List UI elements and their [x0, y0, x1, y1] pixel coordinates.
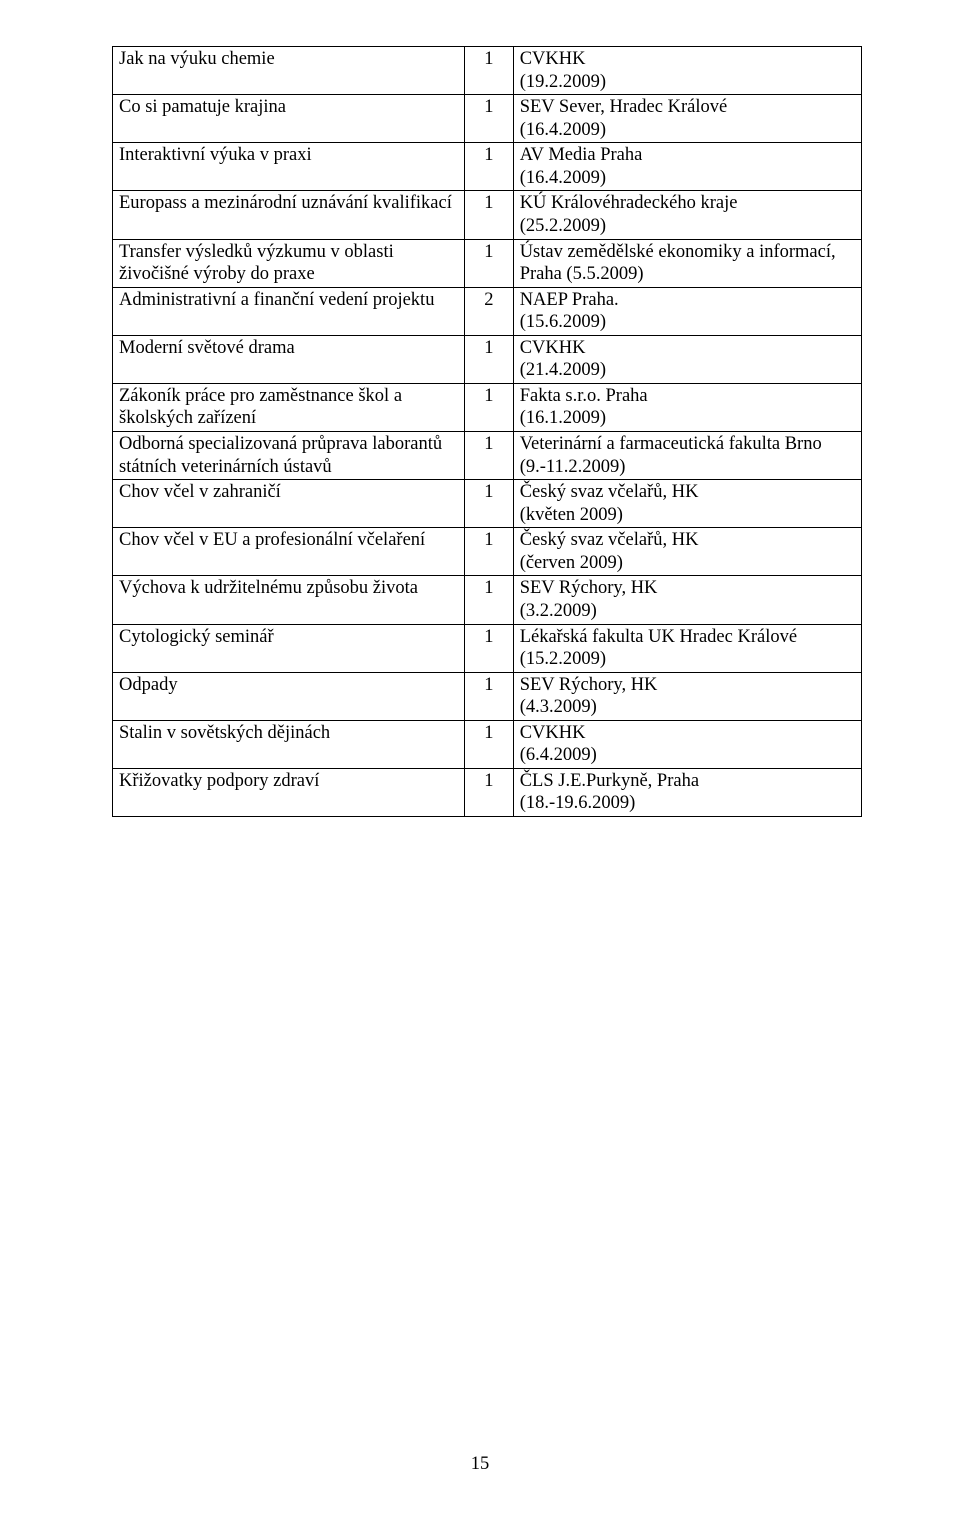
cell-org: KÚ Královéhradeckého kraje(25.2.2009): [513, 191, 861, 239]
table-row: Interaktivní výuka v praxi1AV Media Prah…: [113, 143, 862, 191]
table-row: Výchova k udržitelnému způsobu života1SE…: [113, 576, 862, 624]
cell-count: 1: [465, 720, 514, 768]
cell-name: Transfer výsledků výzkumu v oblasti živo…: [113, 239, 465, 287]
cell-org: Lékařská fakulta UK Hradec Králové (15.2…: [513, 624, 861, 672]
cell-name: Co si pamatuje krajina: [113, 95, 465, 143]
cell-count: 2: [465, 287, 514, 335]
cell-count: 1: [465, 768, 514, 816]
table-row: Administrativní a finanční vedení projek…: [113, 287, 862, 335]
cell-count: 1: [465, 672, 514, 720]
cell-name: Křižovatky podpory zdraví: [113, 768, 465, 816]
cell-name: Moderní světové drama: [113, 335, 465, 383]
document-table: Jak na výuku chemie1CVKHK(19.2.2009)Co s…: [112, 46, 862, 817]
cell-name: Cytologický seminář: [113, 624, 465, 672]
cell-count: 1: [465, 191, 514, 239]
table-row: Transfer výsledků výzkumu v oblasti živo…: [113, 239, 862, 287]
cell-org: Fakta s.r.o. Praha(16.1.2009): [513, 383, 861, 431]
table-row: Co si pamatuje krajina1SEV Sever, Hradec…: [113, 95, 862, 143]
cell-org: CVKHK(21.4.2009): [513, 335, 861, 383]
table-row: Zákoník práce pro zaměstnance škol a ško…: [113, 383, 862, 431]
table-row: Moderní světové drama1CVKHK(21.4.2009): [113, 335, 862, 383]
cell-org: Český svaz včelařů, HK(červen 2009): [513, 528, 861, 576]
cell-name: Europass a mezinárodní uznávání kvalifik…: [113, 191, 465, 239]
cell-count: 1: [465, 480, 514, 528]
page-number: 15: [0, 1454, 960, 1475]
document-table-body: Jak na výuku chemie1CVKHK(19.2.2009)Co s…: [113, 47, 862, 817]
cell-count: 1: [465, 528, 514, 576]
cell-org: CVKHK(6.4.2009): [513, 720, 861, 768]
cell-org: SEV Rýchory, HK(4.3.2009): [513, 672, 861, 720]
cell-count: 1: [465, 143, 514, 191]
cell-count: 1: [465, 576, 514, 624]
table-row: Stalin v sovětských dějinách1CVKHK(6.4.2…: [113, 720, 862, 768]
cell-org: Český svaz včelařů, HK(květen 2009): [513, 480, 861, 528]
table-row: Křižovatky podpory zdraví1ČLS J.E.Purkyn…: [113, 768, 862, 816]
cell-name: Stalin v sovětských dějinách: [113, 720, 465, 768]
table-row: Europass a mezinárodní uznávání kvalifik…: [113, 191, 862, 239]
cell-name: Odborná specializovaná průprava laborant…: [113, 432, 465, 480]
cell-name: Interaktivní výuka v praxi: [113, 143, 465, 191]
cell-name: Jak na výuku chemie: [113, 47, 465, 95]
cell-org: SEV Rýchory, HK(3.2.2009): [513, 576, 861, 624]
cell-count: 1: [465, 432, 514, 480]
cell-count: 1: [465, 335, 514, 383]
page: Jak na výuku chemie1CVKHK(19.2.2009)Co s…: [0, 0, 960, 1519]
cell-name: Odpady: [113, 672, 465, 720]
cell-name: Chov včel v zahraničí: [113, 480, 465, 528]
cell-name: Administrativní a finanční vedení projek…: [113, 287, 465, 335]
table-row: Jak na výuku chemie1CVKHK(19.2.2009): [113, 47, 862, 95]
cell-name: Chov včel v EU a profesionální včelaření: [113, 528, 465, 576]
cell-count: 1: [465, 624, 514, 672]
table-row: Odpady1SEV Rýchory, HK(4.3.2009): [113, 672, 862, 720]
cell-org: NAEP Praha.(15.6.2009): [513, 287, 861, 335]
cell-org: CVKHK(19.2.2009): [513, 47, 861, 95]
cell-count: 1: [465, 383, 514, 431]
cell-org: AV Media Praha(16.4.2009): [513, 143, 861, 191]
cell-name: Zákoník práce pro zaměstnance škol a ško…: [113, 383, 465, 431]
cell-org: SEV Sever, Hradec Králové(16.4.2009): [513, 95, 861, 143]
cell-org: Veterinární a farmaceutická fakulta Brno…: [513, 432, 861, 480]
table-row: Odborná specializovaná průprava laborant…: [113, 432, 862, 480]
cell-count: 1: [465, 95, 514, 143]
cell-org: ČLS J.E.Purkyně, Praha(18.-19.6.2009): [513, 768, 861, 816]
cell-org: Ústav zemědělské ekonomiky a informací, …: [513, 239, 861, 287]
cell-count: 1: [465, 47, 514, 95]
cell-name: Výchova k udržitelnému způsobu života: [113, 576, 465, 624]
table-row: Chov včel v zahraničí1Český svaz včelařů…: [113, 480, 862, 528]
table-row: Cytologický seminář1Lékařská fakulta UK …: [113, 624, 862, 672]
table-row: Chov včel v EU a profesionální včelaření…: [113, 528, 862, 576]
cell-count: 1: [465, 239, 514, 287]
